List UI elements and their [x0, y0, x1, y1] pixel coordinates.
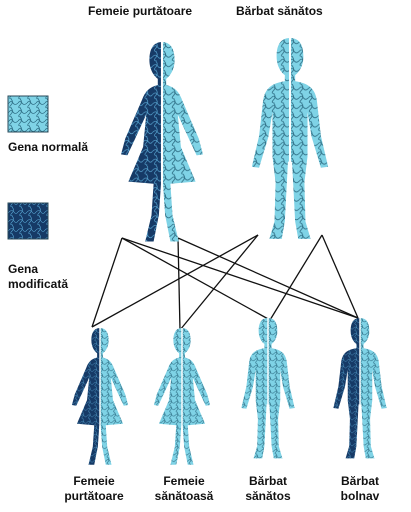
line-mother-to-child4 [121, 237, 359, 319]
child3-label-line2: sănătos [245, 489, 291, 503]
modified-gene-label-line1: Gena [8, 262, 39, 276]
child1-label-line1: Femeie [73, 474, 115, 488]
modified-gene-label: Gena modificată [8, 262, 68, 292]
child1-label: Femeie purtătoare [58, 474, 130, 504]
line-father-to-child2 [179, 234, 259, 331]
child2-label-line2: sănătoasă [154, 489, 214, 503]
mother-figure [121, 42, 203, 247]
child-figure-carrier-female [71, 328, 129, 469]
inheritance-lines [91, 234, 359, 331]
child4-label-line2: bolnav [340, 489, 380, 503]
child2-label-line1: Femeie [163, 474, 205, 488]
child-figure-affected-male [333, 318, 387, 461]
child-figure-healthy-female [153, 328, 211, 469]
child3-label: Bărbat sănătos [236, 474, 300, 504]
child-figure-healthy-male [241, 318, 295, 461]
line-mother-to-child4b [177, 237, 359, 319]
line-father-to-child4 [321, 234, 359, 319]
mother-label: Femeie purtătoare [88, 4, 193, 18]
line-father-to-child1 [91, 234, 259, 328]
modified-gene-label-line2: modificată [8, 277, 69, 291]
father-figure [251, 38, 329, 242]
line-mother-to-child3 [121, 237, 271, 321]
child3-label-line1: Bărbat [248, 474, 287, 488]
line-mother-to-child2 [177, 237, 181, 331]
child2-label: Femeie sănătoasă [148, 474, 220, 504]
child4-label-line1: Bărbat [340, 474, 379, 488]
normal-gene-label: Gena normală [8, 140, 89, 154]
child4-label: Bărbat bolnav [332, 474, 388, 504]
child1-label-line2: purtătoare [64, 489, 124, 503]
line-mother-to-child1 [91, 237, 123, 328]
normal-gene-swatch [7, 95, 49, 133]
line-father-to-child3 [269, 234, 323, 321]
father-label: Bărbat sănătos [236, 4, 323, 18]
modified-gene-swatch [7, 202, 49, 240]
